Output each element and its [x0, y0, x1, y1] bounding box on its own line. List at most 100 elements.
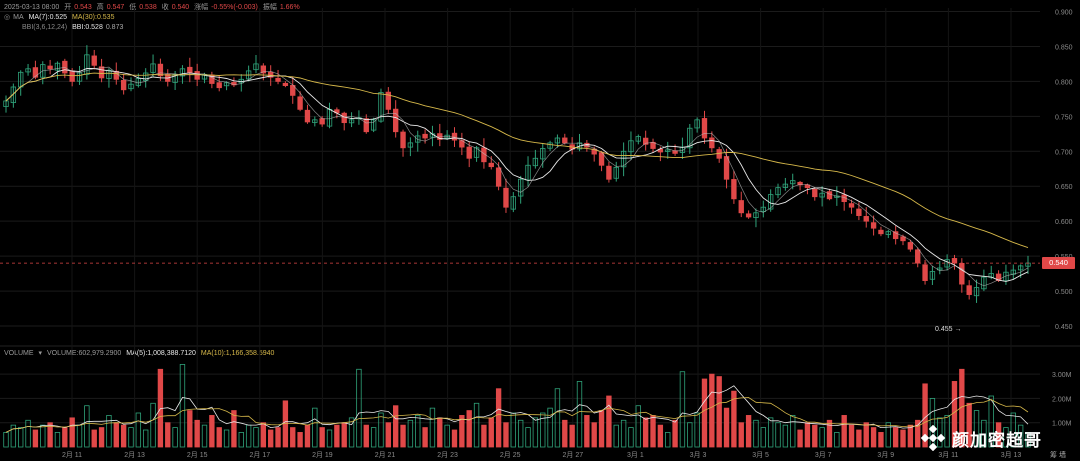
volume-bar — [944, 415, 950, 448]
candle-body — [253, 63, 259, 71]
volume-bar — [1010, 412, 1016, 448]
eye-icon[interactable]: ◎ — [4, 14, 11, 21]
candle-body — [98, 66, 105, 79]
volume-toggle-icon[interactable]: ▾ — [38, 350, 43, 357]
price-axis-label: 0.450 — [1055, 324, 1073, 331]
volume-bar — [767, 417, 774, 448]
candle-body — [915, 249, 921, 264]
ma30-line — [5, 72, 1029, 249]
corner-controls[interactable]: 筹 墙 — [1050, 452, 1066, 459]
volume-bar — [848, 424, 855, 448]
volume-header: VOLUME ▾ VOLUME:602,979.2900 MA(5):1,008… — [4, 349, 277, 358]
volume-bar — [907, 424, 914, 448]
price-axis-label: 0.700 — [1055, 149, 1073, 156]
candle-body — [753, 212, 759, 219]
volume-bar — [268, 429, 274, 448]
volume-bar — [451, 429, 458, 448]
volume-bar — [885, 422, 891, 448]
volume-bar — [988, 395, 994, 448]
volume-bar — [672, 419, 678, 448]
candle-body — [10, 86, 17, 103]
volume-bar — [679, 371, 686, 448]
candle-body — [804, 184, 811, 189]
volume-bar — [194, 419, 200, 448]
candle-body — [378, 92, 384, 122]
price-axis-label: 0.650 — [1055, 184, 1073, 191]
volume-label[interactable]: VOLUME — [4, 350, 34, 357]
ma-indicator-row: ◎ MA MA(7):0.525 MA(30):0.535 — [4, 13, 117, 22]
candle-body — [179, 68, 186, 77]
candle-body — [694, 119, 700, 129]
volume-bar — [84, 405, 90, 448]
volume-bar — [591, 422, 597, 448]
candle-body — [260, 65, 267, 74]
volume-bar — [1017, 424, 1024, 448]
volume-bar — [297, 432, 303, 448]
low-price-value: 0.455 — [935, 326, 953, 333]
candle-body — [657, 148, 664, 153]
candle-body — [319, 118, 325, 125]
high-label: 高 — [96, 4, 104, 11]
candle-body — [819, 192, 825, 198]
volume-bar — [385, 422, 392, 448]
volume-bar — [253, 427, 259, 448]
price-axis-label: 0.750 — [1055, 114, 1073, 121]
price-axis-label: 0.500 — [1055, 289, 1073, 296]
price-axis-label: 0.600 — [1055, 219, 1073, 226]
volume-bar — [723, 407, 730, 448]
volume-bar — [18, 427, 24, 448]
ma-toggle[interactable]: MA — [13, 14, 24, 21]
volume-bar — [547, 407, 553, 448]
low-value: 0.538 — [139, 4, 157, 11]
candle-body — [304, 109, 311, 123]
candle-body — [341, 112, 347, 124]
volume-bar — [209, 415, 215, 448]
candle-body — [532, 157, 539, 167]
volume-bar — [517, 419, 524, 448]
candle-body — [312, 119, 318, 123]
candle-body — [562, 137, 568, 144]
volume-bar — [878, 432, 884, 448]
candle-body — [282, 82, 289, 86]
candle-body — [642, 137, 649, 145]
volume-bar — [973, 410, 980, 448]
candle-body — [69, 70, 75, 82]
volume-bar — [819, 427, 825, 448]
volume-bar — [466, 410, 472, 448]
volume-bar — [856, 429, 862, 448]
candle-body — [150, 63, 156, 73]
candle-body — [348, 119, 355, 124]
volume-bar — [216, 427, 222, 448]
volume-bar — [370, 427, 377, 448]
volume-bar — [135, 412, 142, 448]
candle-body — [687, 127, 693, 149]
volume-bar — [91, 429, 97, 448]
candle-body — [106, 69, 112, 79]
candle-body — [959, 263, 965, 285]
volume-bar — [245, 424, 252, 448]
candle-body — [812, 188, 818, 198]
volume-bar — [275, 427, 281, 448]
candle-body — [775, 187, 781, 196]
bbi-extra: 0.873 — [105, 24, 124, 31]
candle-body — [194, 71, 200, 80]
candle-body — [187, 66, 193, 74]
ma7-line — [5, 67, 1029, 282]
date-axis-label: 3月 5 — [752, 451, 769, 459]
volume-bar — [260, 422, 267, 448]
volume-bar — [495, 388, 502, 448]
volume-bar — [415, 415, 421, 448]
candle-body — [797, 181, 803, 186]
candle-body — [628, 140, 634, 153]
price-axis-label: 0.900 — [1055, 9, 1073, 16]
volume-bar — [179, 364, 186, 448]
date-axis-label: 2月 21 — [375, 451, 396, 459]
volume-bar — [642, 417, 649, 448]
bbi-params[interactable]: BBI(3,6,12,24) — [22, 24, 68, 31]
candle-body — [268, 71, 274, 78]
volume-bar — [165, 422, 171, 448]
volume-bar — [826, 419, 833, 448]
candle-body — [223, 82, 230, 87]
volume-bar — [47, 422, 53, 448]
